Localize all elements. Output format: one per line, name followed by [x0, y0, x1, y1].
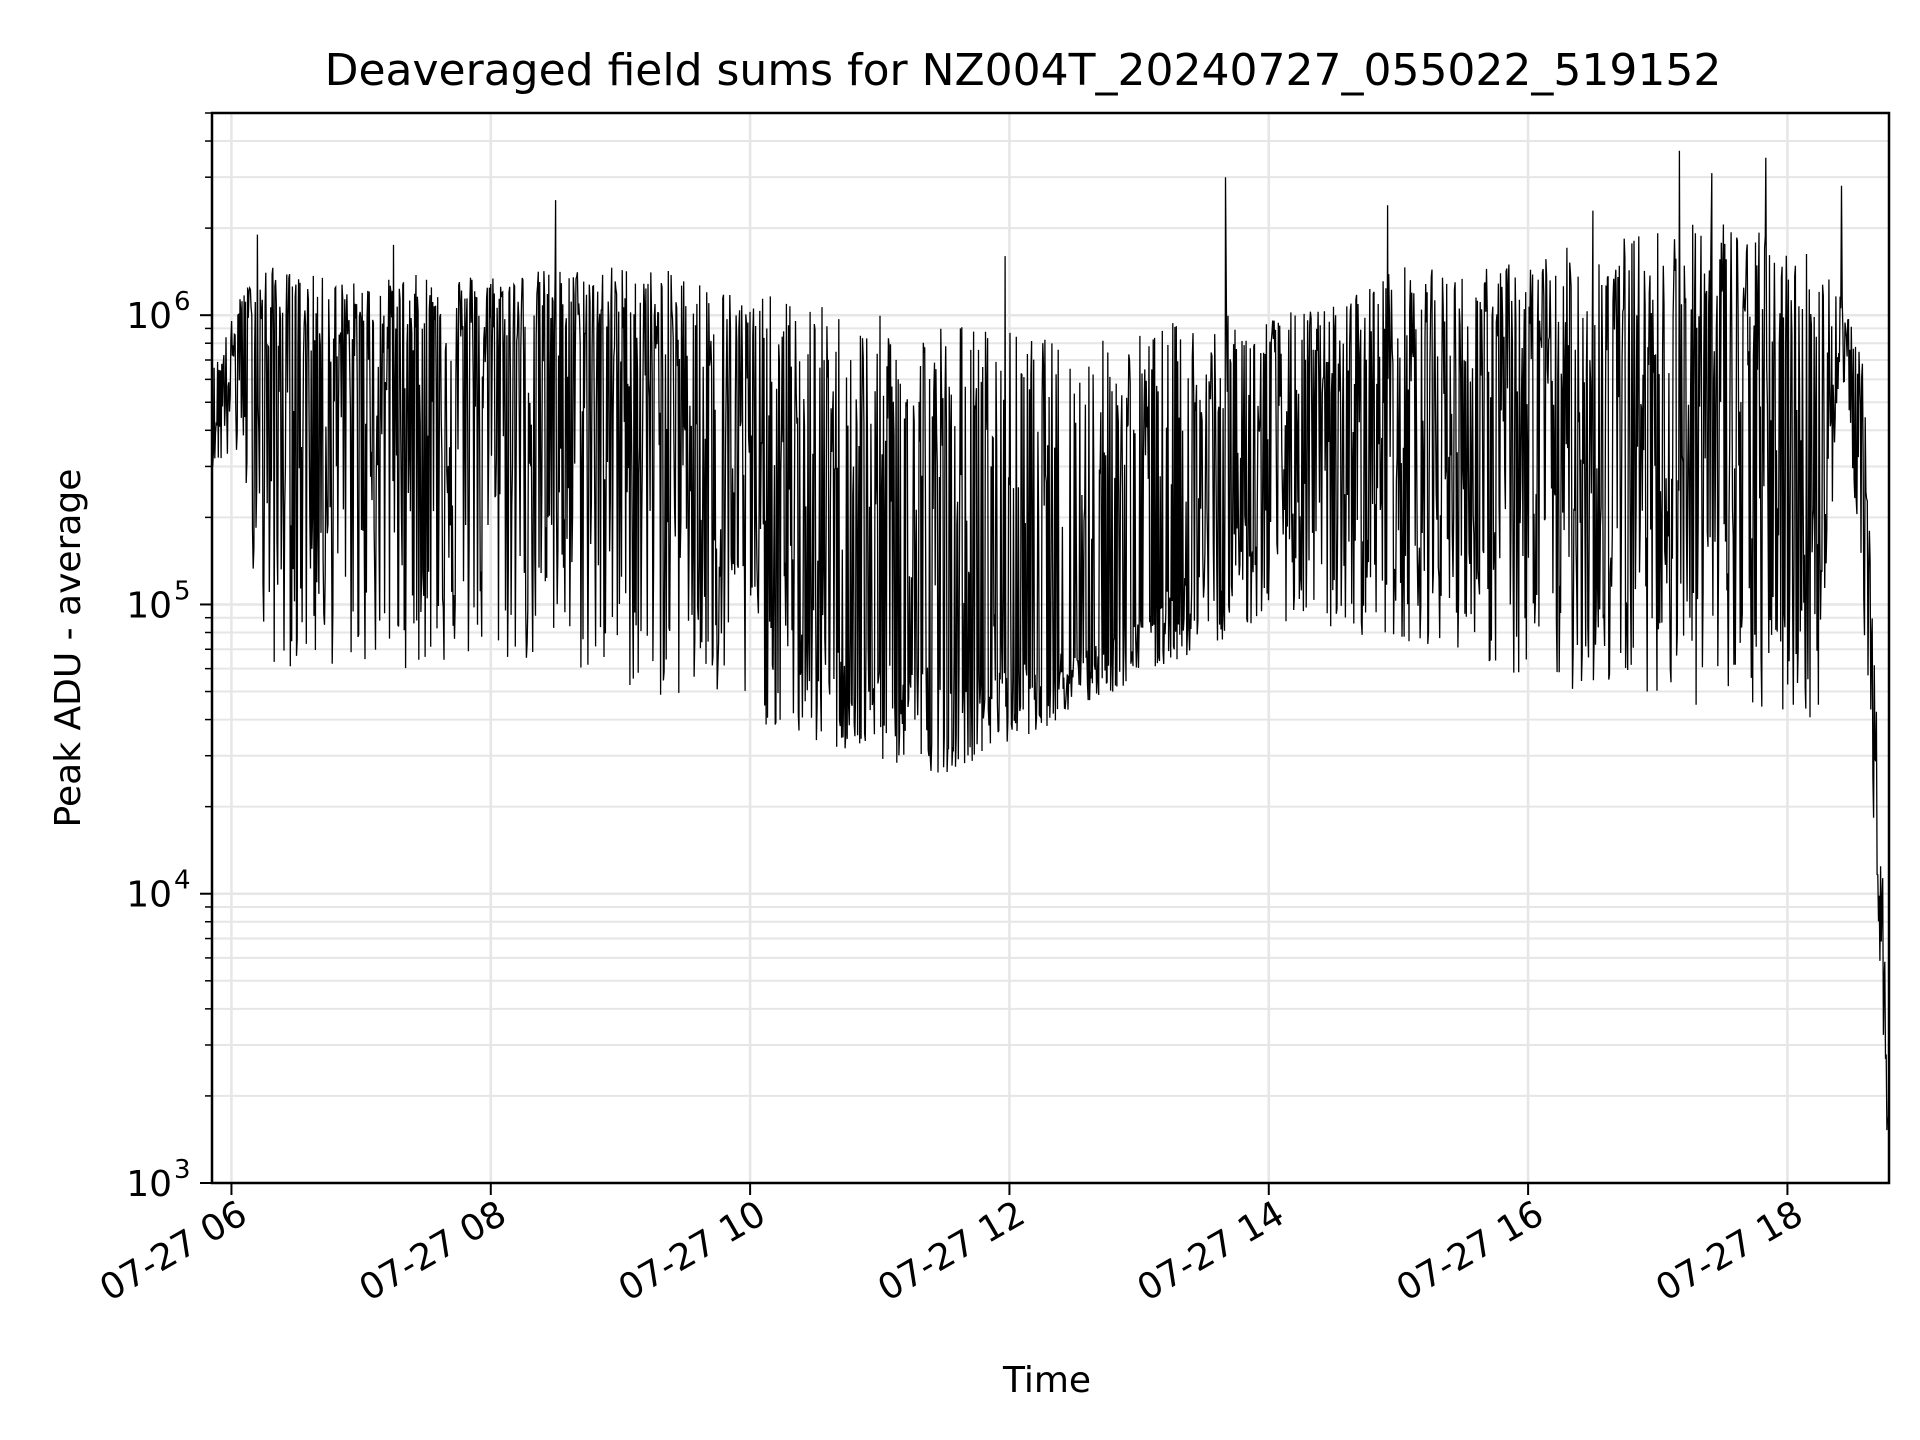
chart-title: Deaveraged field sums for NZ004T_2024072…: [325, 45, 1722, 96]
x-tick-label: 07-27 16: [1390, 1193, 1551, 1309]
x-axis-label: Time: [1002, 1360, 1091, 1401]
x-tick-label: 07-27 08: [353, 1193, 514, 1309]
x-tick-label: 07-27 10: [612, 1193, 773, 1309]
x-axis: 07-27 06 07-27 08 07-27 10 07-27 12 07-27 14…: [93, 1183, 1810, 1310]
y-tick-exponent: 6: [174, 287, 191, 317]
x-tick-label: 07-27 14: [1131, 1193, 1292, 1309]
y-tick-label: 10: [126, 296, 172, 337]
x-tick-label: 07-27 18: [1649, 1193, 1810, 1309]
y-tick-label: 10: [126, 1164, 172, 1205]
y-tick-exponent: 5: [174, 576, 191, 606]
y-tick-exponent: 4: [174, 866, 191, 896]
x-tick-label: 07-27 12: [871, 1193, 1032, 1309]
x-tick-label: 07-27 06: [93, 1193, 254, 1309]
y-tick-label: 10: [126, 585, 172, 626]
y-tick-label: 10: [126, 875, 172, 916]
y-tick-exponent: 3: [174, 1155, 191, 1185]
y-axis-label: Peak ADU - average: [48, 469, 89, 828]
series: [211, 150, 1890, 1131]
plot-frame: [210, 111, 1891, 1185]
series-line: [211, 150, 1890, 1131]
